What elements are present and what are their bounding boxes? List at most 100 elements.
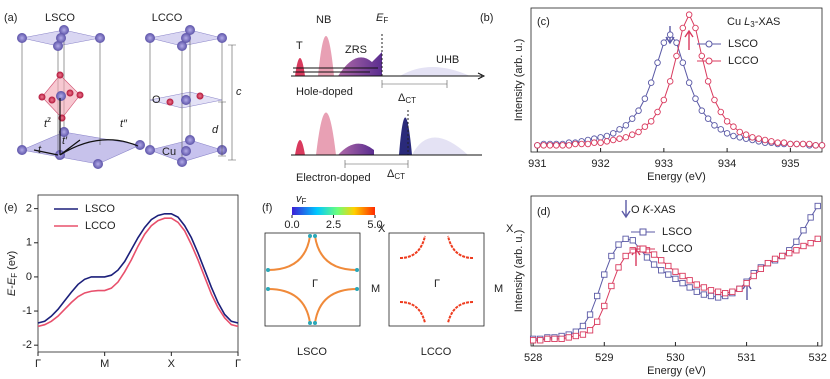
marker (711, 96, 718, 104)
x-tick-label: Γ (235, 358, 241, 370)
panel-label: (d) (537, 206, 550, 218)
marker (643, 254, 651, 261)
k-point: Γ (434, 278, 440, 290)
marker (591, 139, 598, 146)
marker (616, 126, 623, 133)
panel-label: (e) (4, 202, 17, 214)
x-tick-label: 532 (809, 352, 827, 364)
marker (622, 235, 629, 243)
marker (771, 255, 779, 263)
marker (654, 108, 661, 116)
gap-label: ΔCT (398, 92, 416, 105)
marker (779, 252, 786, 260)
marker (534, 142, 541, 149)
marker (673, 39, 680, 46)
marker (629, 237, 636, 244)
marker (647, 118, 655, 125)
x-tick-label: 931 (528, 158, 546, 170)
legend-marker (639, 228, 647, 236)
marker (814, 235, 821, 243)
marker (743, 279, 750, 287)
gap-sub: CT (405, 96, 416, 105)
marker (812, 142, 819, 149)
marker (717, 108, 725, 116)
label-part: Cu (727, 16, 744, 28)
marker (565, 142, 573, 149)
marker (723, 118, 731, 125)
x-tick-label: 530 (666, 352, 684, 364)
marker (672, 275, 679, 283)
marker (601, 302, 608, 310)
marker (603, 132, 611, 140)
marker (807, 214, 814, 221)
plot-frame (37, 194, 239, 353)
marker (707, 292, 715, 300)
marker (730, 123, 737, 130)
hopping-label: t″ (120, 118, 128, 130)
marker (578, 140, 585, 148)
marker (711, 122, 718, 129)
marker (679, 279, 686, 287)
marker (786, 249, 793, 257)
label-part: 3 (750, 20, 755, 29)
marker (658, 257, 665, 264)
marker (700, 284, 708, 291)
x-tick-label: M (100, 358, 109, 370)
material-label: LCCO (421, 346, 452, 358)
marker (685, 79, 693, 86)
series-line (537, 33, 822, 146)
k-point: M (371, 283, 380, 295)
colorbar-sub: F (302, 197, 307, 206)
marker (806, 140, 813, 148)
colorbar (292, 207, 375, 215)
marker (572, 332, 579, 340)
marker (793, 140, 800, 148)
x-tick-label: 531 (737, 352, 755, 364)
marker (704, 115, 712, 122)
fermi-label: EF (376, 12, 388, 25)
k-point: Γ (312, 278, 318, 290)
marker (603, 138, 611, 145)
marker (650, 251, 658, 258)
colorbar-tick-label: 0.0 (284, 219, 299, 231)
marker (654, 59, 661, 66)
marker (559, 142, 566, 149)
marker (551, 335, 558, 343)
x-tick-label: 529 (595, 352, 613, 364)
hopping-label: t (38, 144, 42, 156)
marker (622, 134, 630, 141)
hopping-base: t (44, 118, 48, 130)
k-point: M (494, 283, 503, 295)
doping-label: Electron-doped (296, 172, 371, 184)
colorbar-tick-label: 5.0 (367, 219, 382, 231)
colorbar-tick-label: 2.5 (326, 219, 341, 231)
marker (698, 107, 706, 114)
marker (757, 265, 764, 273)
hopping-label: t′ (62, 135, 68, 147)
y-tick-label: 0 (26, 271, 32, 283)
marker (774, 139, 781, 146)
legend-label: LSCO (662, 226, 692, 238)
x-tick-label: 932 (591, 158, 609, 170)
gap-base: Δ (387, 168, 395, 180)
marker (658, 267, 665, 274)
marker (714, 294, 722, 301)
marker (579, 331, 587, 338)
label-part: K (643, 204, 651, 216)
gap-sub: CT (394, 172, 405, 181)
marker (755, 135, 762, 142)
x-tick-label: Γ (35, 358, 41, 370)
marker (609, 136, 617, 144)
marker (558, 335, 565, 343)
marker (594, 318, 601, 325)
x-tick-label: 935 (781, 158, 799, 170)
label-part: -XAS (650, 204, 676, 216)
x-tick-label: 934 (718, 158, 736, 170)
marker (666, 78, 674, 85)
lattice-label: d (212, 124, 219, 136)
marker (714, 288, 722, 295)
marker (615, 264, 622, 271)
x-tick-label: 528 (524, 352, 542, 364)
label-part: O (631, 204, 643, 216)
